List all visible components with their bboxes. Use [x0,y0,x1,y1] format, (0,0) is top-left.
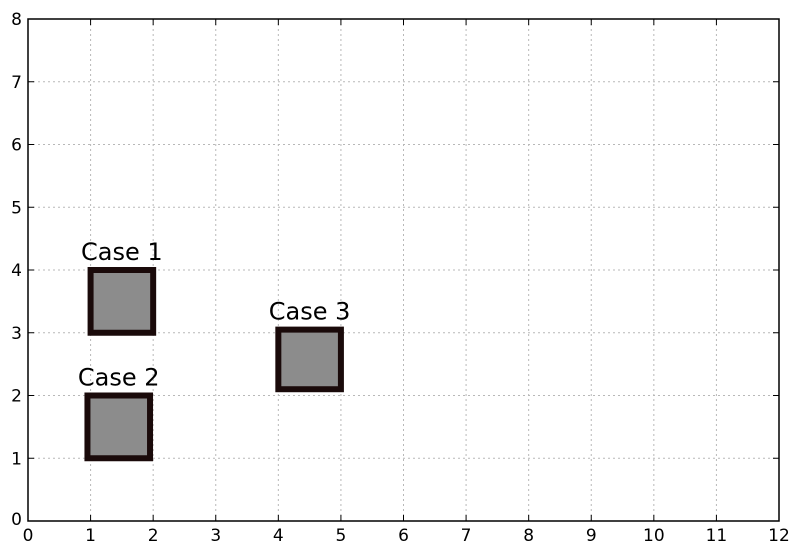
y-tick-label: 4 [11,261,22,281]
x-tick-label: 8 [523,526,534,546]
y-tick-label: 0 [11,510,22,530]
y-tick-label: 7 [11,73,22,93]
x-tick-label: 1 [85,526,96,546]
grid [28,19,779,521]
y-tick-label: 5 [11,198,22,218]
case-labels: Case 1 Case 2 Case 3 [78,238,351,392]
x-tick-label: 11 [706,526,728,546]
x-tick-label: 10 [643,526,665,546]
x-tick-label: 12 [768,526,790,546]
x-tick-label: 9 [586,526,597,546]
x-tick-label: 5 [336,526,347,546]
case-box [84,392,154,462]
y-tick-label: 3 [11,324,22,344]
y-tick-label: 2 [11,387,22,407]
case-box [87,267,157,336]
x-tick-label: 2 [148,526,159,546]
x-tick-label: 4 [273,526,284,546]
case-label: Case 3 [269,298,351,326]
y-tick-label: 8 [11,10,22,30]
case-label: Case 2 [78,364,160,392]
case-box [275,326,344,393]
y-tick-label: 6 [11,136,22,156]
x-tick-label: 0 [23,526,34,546]
x-tick-label: 6 [398,526,409,546]
x-tick-label: 7 [461,526,472,546]
y-tick-label: 1 [11,449,22,469]
case-label: Case 1 [81,238,163,266]
x-tick-label: 3 [210,526,221,546]
case-boxes [84,267,344,462]
